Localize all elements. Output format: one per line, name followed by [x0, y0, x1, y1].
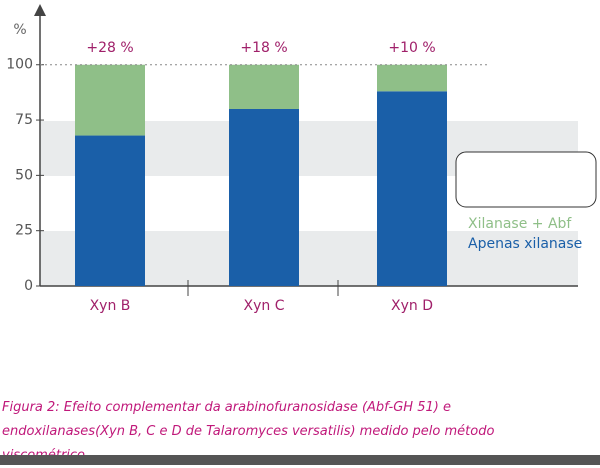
axis-arrow	[34, 4, 46, 16]
y-tick-label: 100	[6, 57, 33, 73]
bar-segment	[229, 64, 299, 109]
y-tick-label: 50	[15, 167, 33, 183]
annotation: +10 %	[388, 40, 435, 56]
y-tick-label: 25	[15, 223, 33, 239]
bar-segment	[75, 135, 145, 286]
caption: Figura 2: Efeito complementar da arabino…	[2, 400, 495, 463]
bar-segment	[229, 108, 299, 286]
chart: % 0 25 50 75 100 Xyn B +28 % Xyn C +18 % Xyn D +10…	[6, 4, 597, 314]
bar-segment	[75, 64, 145, 136]
x-tick-label: Xyn D	[391, 298, 433, 314]
y-axis-label: %	[13, 22, 26, 38]
bar-segment	[377, 91, 447, 286]
bar-segment	[377, 64, 447, 92]
legend-box	[455, 151, 597, 208]
footer-bar	[0, 455, 600, 465]
y-tick-label: 0	[24, 278, 33, 294]
annotation: +18 %	[240, 40, 287, 56]
annotation: +28 %	[86, 40, 133, 56]
y-tick-label: 75	[15, 112, 33, 128]
x-tick-label: Xyn B	[90, 298, 131, 314]
x-tick-label: Xyn C	[244, 298, 285, 314]
legend-label: Apenas xilanase	[468, 236, 582, 252]
legend-label: Xilanase + Abf	[468, 216, 572, 232]
